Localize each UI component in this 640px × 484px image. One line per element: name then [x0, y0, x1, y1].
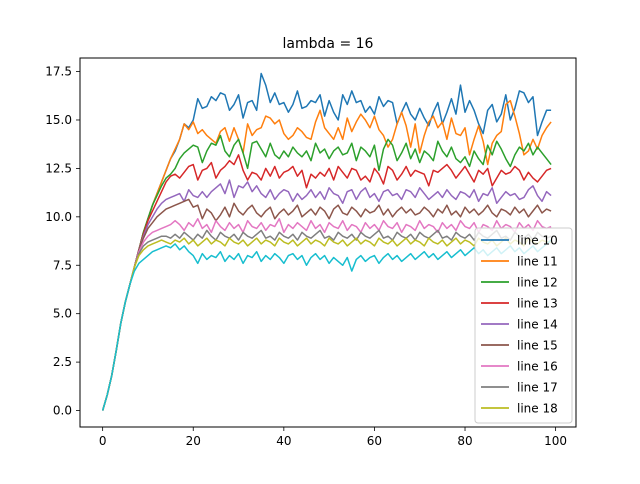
x-axis: 0 20 40 60 80 100 [99, 427, 567, 448]
x-tick-label: 80 [457, 434, 472, 448]
x-tick-label: 20 [186, 434, 201, 448]
legend-label: line 11 [517, 255, 558, 269]
legend-label: line 17 [517, 381, 558, 395]
legend-label: line 14 [517, 318, 558, 332]
legend-label: line 18 [517, 402, 558, 416]
series-line-13 [101, 154, 552, 411]
series-line-15 [101, 198, 552, 411]
y-tick-label: 12.5 [45, 161, 72, 175]
x-tick-label: 40 [276, 434, 291, 448]
y-tick-label: 15.0 [45, 113, 72, 127]
y-tick-label: 2.5 [53, 355, 72, 369]
series-line-14 [101, 179, 552, 411]
legend-label: line 16 [517, 360, 558, 374]
y-tick-label: 7.5 [53, 258, 72, 272]
x-tick-label: 100 [544, 434, 567, 448]
series-line-12 [101, 134, 552, 411]
legend-label: line 13 [517, 297, 558, 311]
legend-label: line 12 [517, 276, 558, 290]
axes-frame [79, 57, 577, 428]
legend-label: line 10 [517, 234, 558, 248]
legend-label: line 15 [517, 339, 558, 353]
legend-box [474, 227, 573, 424]
legend: line 10 line 11 line 12 line 13 line 14 line … [474, 227, 573, 424]
y-tick-label: 5.0 [53, 307, 72, 321]
y-tick-label: 10.0 [45, 210, 72, 224]
x-tick-label: 60 [367, 434, 382, 448]
y-tick-label: 17.5 [45, 65, 72, 79]
series-line-11 [101, 99, 552, 411]
y-tick-label: 0.0 [53, 404, 72, 418]
y-axis: 0.0 2.5 5.0 7.5 10.0 12.5 15.0 17.5 [45, 65, 80, 418]
series-line-16 [101, 218, 552, 411]
chart-title: lambda = 16 [283, 36, 374, 52]
x-tick-label: 0 [99, 434, 107, 448]
